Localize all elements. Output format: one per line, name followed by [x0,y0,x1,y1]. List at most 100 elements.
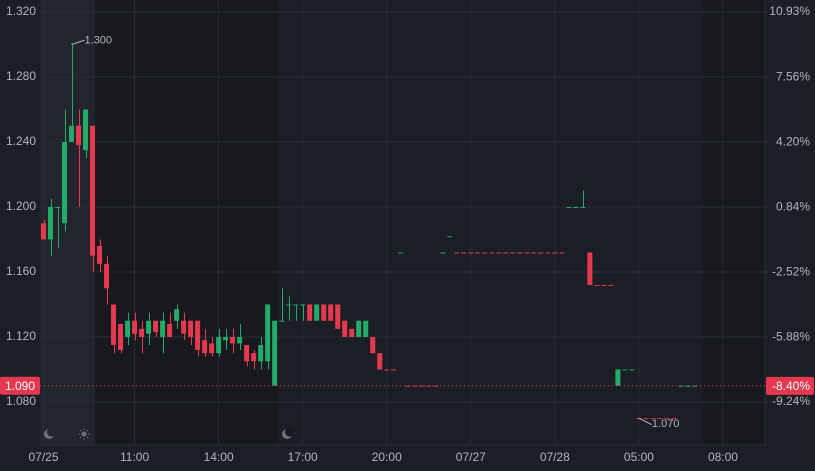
candle-body [615,369,621,386]
last-change-label: -8.40% [772,379,810,393]
candle-body [265,304,271,362]
moon-icon [282,427,294,439]
candle-body [146,320,152,334]
candle-body [125,320,131,337]
candle-body [573,206,579,208]
candle-body [601,284,607,286]
candle-body [258,345,264,362]
y2-tick-label: -5.88% [772,329,810,343]
candle-body [594,284,600,286]
y2-tick-label: -2.52% [772,264,810,278]
candle-body [503,252,509,254]
candle-body [41,223,47,240]
candle-body [391,369,397,371]
annotation-label: 1.070 [652,418,680,430]
candle-body [489,252,495,254]
candle-body [545,252,551,254]
candle-body [251,353,257,362]
x-tick-label: 17:00 [288,450,318,464]
candle-body [153,320,159,333]
candle-body [496,252,502,254]
candle-body [685,385,691,387]
candle-body [419,385,425,387]
candle-body [405,385,411,387]
candle-body [195,320,201,350]
candle-body [293,304,299,306]
candle-body [230,336,236,344]
candle-body [223,336,229,341]
candles [41,44,698,420]
candle-body [657,418,663,420]
candle-body [650,418,656,420]
x-tick-label: 05:00 [624,450,654,464]
moon-icon [44,427,56,439]
y-tick-label: 1.280 [6,69,36,83]
x-tick-label: 14:00 [204,450,234,464]
candle-body [559,252,565,254]
candle-body [566,206,572,208]
y-tick-label: 1.120 [6,329,36,343]
overlay: 1.090 -8.40% 1.300 1.070 [0,34,814,430]
candle-body [517,252,523,254]
x-tick-label: 07/25 [28,450,58,464]
candle-body [349,328,355,337]
candle-body [62,141,68,224]
x-tick-label: 08:00 [708,450,738,464]
candle-body [69,125,75,142]
candle-body [643,418,649,420]
candle-body [216,336,222,354]
candle-body [111,304,117,346]
candle-body [104,263,110,289]
sun-icon [78,428,90,440]
y2-tick-label: 0.84% [776,199,810,213]
candle-body [629,369,635,371]
candle-body [160,320,166,337]
candle-body [384,369,390,371]
candle-body [139,328,145,337]
candle-body [608,284,614,286]
candle-body [321,304,327,321]
y2-tick-label: -9.24% [772,394,810,408]
last-price-box [0,376,40,395]
candle-body [664,418,670,420]
candle-body [174,309,180,321]
candle-body [433,385,439,387]
candle-body [412,385,418,387]
candle-body [307,304,313,321]
candle-body [510,252,516,254]
grid: 1.320 1.280 1.240 1.200 1.160 1.120 1.080 10.93… [6,0,810,464]
session-shade [95,0,278,445]
candle-body [132,320,138,334]
x-tick-label: 07/28 [540,450,570,464]
candle-body [76,125,82,146]
last-change-box [766,376,814,395]
candle-body [475,252,481,254]
y-tick-label: 1.200 [6,199,36,213]
candle-body [286,304,292,306]
y-tick-label: 1.160 [6,264,36,278]
session-shade [703,0,765,445]
candle-body [524,252,530,254]
candle-body [279,320,285,322]
candle-body [538,252,544,254]
x-tick-label: 07/27 [456,450,486,464]
annotation-label: 1.300 [85,34,113,46]
y2-tick-label: 10.93% [769,4,810,18]
candle-body [83,109,89,151]
candle-body [461,252,467,254]
candle-body [398,252,404,254]
candle-body [447,236,453,238]
candle-body [363,320,369,337]
candle-body [692,385,698,387]
x-tick-label: 11:00 [120,450,149,464]
candle-body [587,252,593,285]
candle-body [118,323,124,350]
last-price-label: 1.090 [5,379,35,393]
candle-body [314,304,320,321]
candle-body [237,336,243,344]
candle-body [90,125,96,256]
candle-body [48,206,54,240]
annotation-leader [638,417,652,425]
